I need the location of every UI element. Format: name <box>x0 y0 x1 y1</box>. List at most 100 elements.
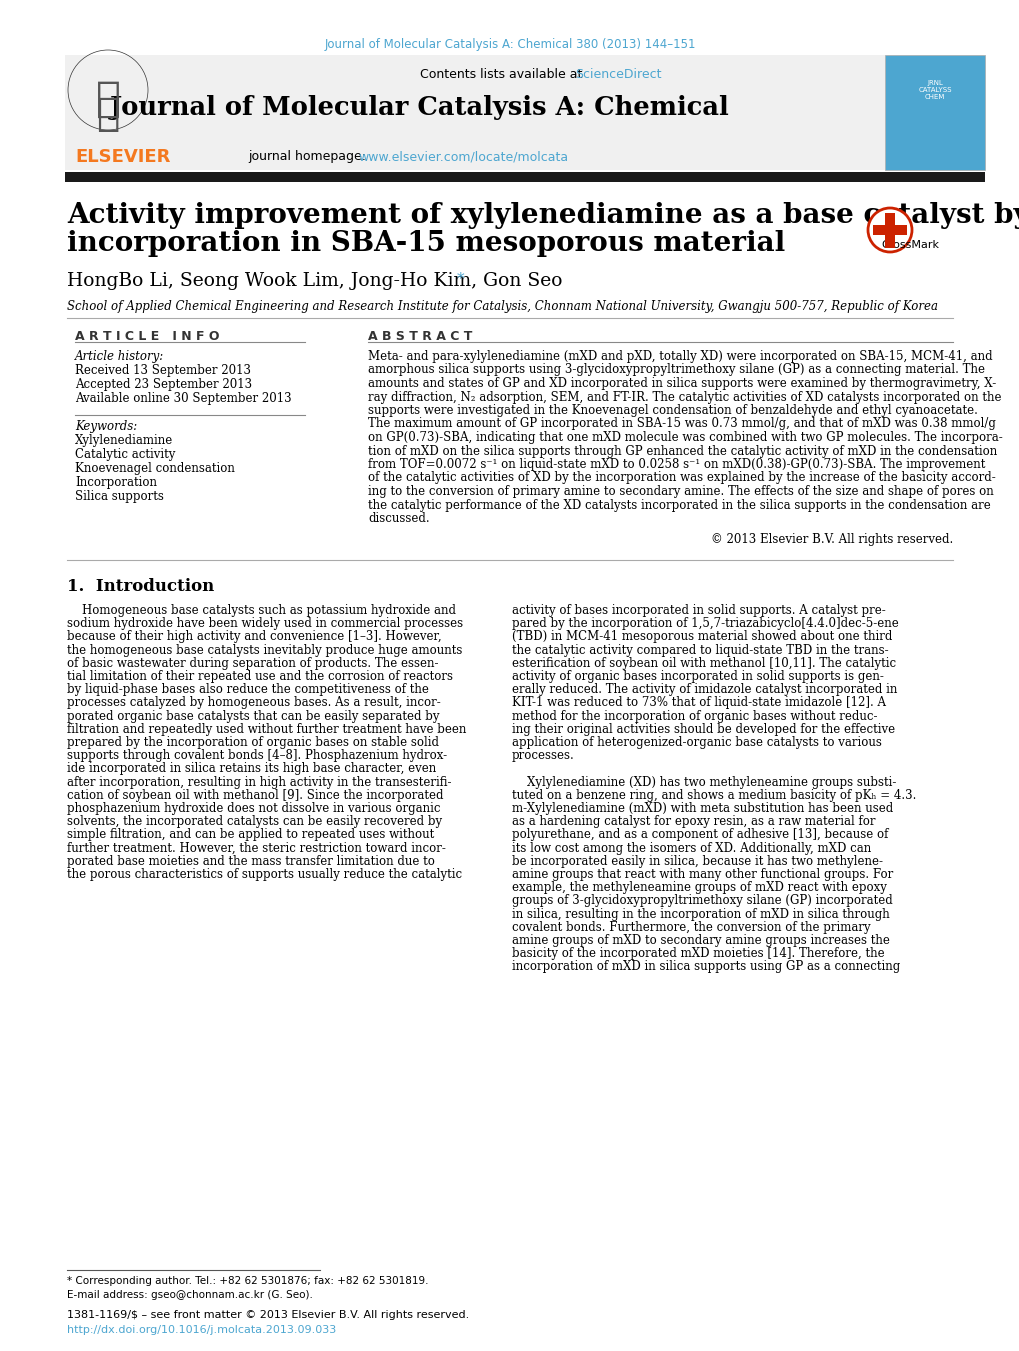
Text: Silica supports: Silica supports <box>75 490 164 503</box>
Text: incorporation in SBA-15 mesoporous material: incorporation in SBA-15 mesoporous mater… <box>67 230 785 257</box>
Text: activity of bases incorporated in solid supports. A catalyst pre-: activity of bases incorporated in solid … <box>512 604 884 617</box>
Bar <box>884 213 894 249</box>
Text: ScienceDirect: ScienceDirect <box>575 68 661 81</box>
Text: activity of organic bases incorporated in solid supports is gen-: activity of organic bases incorporated i… <box>512 670 883 684</box>
Text: JRNL
CATALYSS
CHEM: JRNL CATALYSS CHEM <box>917 80 951 100</box>
Bar <box>884 55 984 170</box>
Text: sodium hydroxide have been widely used in commercial processes: sodium hydroxide have been widely used i… <box>67 617 463 630</box>
Text: journal homepage:: journal homepage: <box>248 150 370 163</box>
Bar <box>65 172 984 182</box>
Text: Xylylenediamine (XD) has two methyleneamine groups substi-: Xylylenediamine (XD) has two methyleneam… <box>512 775 896 789</box>
Text: ray diffraction, N₂ adsorption, SEM, and FT-IR. The catalytic activities of XD c: ray diffraction, N₂ adsorption, SEM, and… <box>368 390 1001 404</box>
Text: 1.  Introduction: 1. Introduction <box>67 578 214 594</box>
Text: 🌳: 🌳 <box>96 95 119 132</box>
Text: prepared by the incorporation of organic bases on stable solid: prepared by the incorporation of organic… <box>67 736 438 748</box>
Text: Activity improvement of xylylenediamine as a base catalyst by: Activity improvement of xylylenediamine … <box>67 203 1019 230</box>
Text: erally reduced. The activity of imidazole catalyst incorporated in: erally reduced. The activity of imidazol… <box>512 684 897 696</box>
Text: by liquid-phase bases also reduce the competitiveness of the: by liquid-phase bases also reduce the co… <box>67 684 428 696</box>
Text: Keywords:: Keywords: <box>75 420 138 434</box>
Text: be incorporated easily in silica, because it has two methylene-: be incorporated easily in silica, becaus… <box>512 855 882 867</box>
Text: tuted on a benzene ring, and shows a medium basicity of pKₕ = 4.3.: tuted on a benzene ring, and shows a med… <box>512 789 915 801</box>
Text: Article history:: Article history: <box>75 350 164 363</box>
Text: porated base moieties and the mass transfer limitation due to: porated base moieties and the mass trans… <box>67 855 434 867</box>
Text: esteriﬁcation of soybean oil with methanol [10,11]. The catalytic: esteriﬁcation of soybean oil with methan… <box>512 657 896 670</box>
Bar <box>872 226 906 235</box>
Text: Contents lists available at: Contents lists available at <box>420 68 586 81</box>
Text: CrossMark: CrossMark <box>880 240 938 250</box>
Text: of the catalytic activities of XD by the incorporation was explained by the incr: of the catalytic activities of XD by the… <box>368 471 995 485</box>
Text: www.elsevier.com/locate/molcata: www.elsevier.com/locate/molcata <box>358 150 568 163</box>
Text: *: * <box>457 272 465 286</box>
Text: Knoevenagel condensation: Knoevenagel condensation <box>75 462 234 476</box>
Text: pared by the incorporation of 1,5,7-triazabicyclo[4.4.0]dec-5-ene: pared by the incorporation of 1,5,7-tria… <box>512 617 898 630</box>
Text: ide incorporated in silica retains its high base character, even: ide incorporated in silica retains its h… <box>67 762 436 775</box>
Text: as a hardening catalyst for epoxy resin, as a raw material for: as a hardening catalyst for epoxy resin,… <box>512 815 874 828</box>
Text: A B S T R A C T: A B S T R A C T <box>368 330 472 343</box>
Text: The maximum amount of GP incorporated in SBA-15 was 0.73 mmol/g, and that of mXD: The maximum amount of GP incorporated in… <box>368 417 995 431</box>
Text: of basic wastewater during separation of products. The essen-: of basic wastewater during separation of… <box>67 657 438 670</box>
Text: discussed.: discussed. <box>368 512 429 526</box>
Text: basicity of the incorporated mXD moieties [14]. Therefore, the: basicity of the incorporated mXD moietie… <box>512 947 883 961</box>
Text: KIT-1 was reduced to 73% that of liquid-state imidazole [12]. A: KIT-1 was reduced to 73% that of liquid-… <box>512 696 886 709</box>
Text: covalent bonds. Furthermore, the conversion of the primary: covalent bonds. Furthermore, the convers… <box>512 921 870 934</box>
Text: after incorporation, resulting in high activity in the transesteriﬁ-: after incorporation, resulting in high a… <box>67 775 451 789</box>
Text: processes.: processes. <box>512 750 574 762</box>
Text: from TOF=0.0072 s⁻¹ on liquid-state mXD to 0.0258 s⁻¹ on mXD(0.38)-GP(0.73)-SBA.: from TOF=0.0072 s⁻¹ on liquid-state mXD … <box>368 458 984 471</box>
Text: supports were investigated in the Knoevenagel condensation of benzaldehyde and e: supports were investigated in the Knoeve… <box>368 404 977 417</box>
Text: Journal of Molecular Catalysis A: Chemical: Journal of Molecular Catalysis A: Chemic… <box>110 95 730 120</box>
Text: simple ﬁltration, and can be applied to repeated uses without: simple ﬁltration, and can be applied to … <box>67 828 434 842</box>
Text: © 2013 Elsevier B.V. All rights reserved.: © 2013 Elsevier B.V. All rights reserved… <box>710 534 952 547</box>
Text: Xylylenediamine: Xylylenediamine <box>75 434 173 447</box>
Text: Meta- and para-xylylenediamine (mXD and pXD, totally XD) were incorporated on SB: Meta- and para-xylylenediamine (mXD and … <box>368 350 991 363</box>
Text: 🌿: 🌿 <box>96 78 120 120</box>
Bar <box>65 55 884 170</box>
Text: School of Applied Chemical Engineering and Research Institute for Catalysis, Cho: School of Applied Chemical Engineering a… <box>67 300 937 313</box>
Text: polyurethane, and as a component of adhesive [13], because of: polyurethane, and as a component of adhe… <box>512 828 888 842</box>
Text: application of heterogenized-organic base catalysts to various: application of heterogenized-organic bas… <box>512 736 881 748</box>
Text: amine groups that react with many other functional groups. For: amine groups that react with many other … <box>512 867 893 881</box>
Text: cation of soybean oil with methanol [9]. Since the incorporated: cation of soybean oil with methanol [9].… <box>67 789 443 801</box>
Text: further treatment. However, the steric restriction toward incor-: further treatment. However, the steric r… <box>67 842 445 855</box>
Text: the catalytic performance of the XD catalysts incorporated in the silica support: the catalytic performance of the XD cata… <box>368 499 989 512</box>
Text: Incorporation: Incorporation <box>75 476 157 489</box>
Text: amine groups of mXD to secondary amine groups increases the: amine groups of mXD to secondary amine g… <box>512 934 889 947</box>
Text: porated organic base catalysts that can be easily separated by: porated organic base catalysts that can … <box>67 709 439 723</box>
Text: 1381-1169/$ – see front matter © 2013 Elsevier B.V. All rights reserved.: 1381-1169/$ – see front matter © 2013 El… <box>67 1310 469 1320</box>
Text: Catalytic activity: Catalytic activity <box>75 449 175 461</box>
Text: Journal of Molecular Catalysis A: Chemical 380 (2013) 144–151: Journal of Molecular Catalysis A: Chemic… <box>324 38 695 51</box>
Text: tion of mXD on the silica supports through GP enhanced the catalytic activity of: tion of mXD on the silica supports throu… <box>368 444 997 458</box>
Text: Accepted 23 September 2013: Accepted 23 September 2013 <box>75 378 252 390</box>
Text: amounts and states of GP and XD incorporated in silica supports were examined by: amounts and states of GP and XD incorpor… <box>368 377 996 390</box>
Text: A R T I C L E   I N F O: A R T I C L E I N F O <box>75 330 219 343</box>
Text: amorphous silica supports using 3-glycidoxypropyltrimethoxy silane (GP) as a con: amorphous silica supports using 3-glycid… <box>368 363 984 377</box>
Text: (TBD) in MCM-41 mesoporous material showed about one third: (TBD) in MCM-41 mesoporous material show… <box>512 631 892 643</box>
Text: on GP(0.73)-SBA, indicating that one mXD molecule was combined with two GP molec: on GP(0.73)-SBA, indicating that one mXD… <box>368 431 1002 444</box>
Text: groups of 3-glycidoxypropyltrimethoxy silane (GP) incorporated: groups of 3-glycidoxypropyltrimethoxy si… <box>512 894 892 908</box>
Text: ing their original activities should be developed for the effective: ing their original activities should be … <box>512 723 895 736</box>
Text: tial limitation of their repeated use and the corrosion of reactors: tial limitation of their repeated use an… <box>67 670 452 684</box>
Text: the porous characteristics of supports usually reduce the catalytic: the porous characteristics of supports u… <box>67 867 462 881</box>
Text: the catalytic activity compared to liquid-state TBD in the trans-: the catalytic activity compared to liqui… <box>512 643 888 657</box>
Text: Homogeneous base catalysts such as potassium hydroxide and: Homogeneous base catalysts such as potas… <box>67 604 455 617</box>
Text: method for the incorporation of organic bases without reduc-: method for the incorporation of organic … <box>512 709 876 723</box>
Text: the homogeneous base catalysts inevitably produce huge amounts: the homogeneous base catalysts inevitabl… <box>67 643 462 657</box>
Text: solvents, the incorporated catalysts can be easily recovered by: solvents, the incorporated catalysts can… <box>67 815 441 828</box>
Text: supports through covalent bonds [4–8]. Phosphazenium hydrox-: supports through covalent bonds [4–8]. P… <box>67 750 446 762</box>
Text: phosphazenium hydroxide does not dissolve in various organic: phosphazenium hydroxide does not dissolv… <box>67 802 440 815</box>
Text: * Corresponding author. Tel.: +82 62 5301876; fax: +82 62 5301819.: * Corresponding author. Tel.: +82 62 530… <box>67 1275 428 1286</box>
Text: m-Xylylenediamine (mXD) with meta substitution has been used: m-Xylylenediamine (mXD) with meta substi… <box>512 802 893 815</box>
Text: its low cost among the isomers of XD. Additionally, mXD can: its low cost among the isomers of XD. Ad… <box>512 842 870 855</box>
Text: because of their high activity and convenience [1–3]. However,: because of their high activity and conve… <box>67 631 441 643</box>
Text: ing to the conversion of primary amine to secondary amine. The effects of the si: ing to the conversion of primary amine t… <box>368 485 993 499</box>
Circle shape <box>867 208 911 253</box>
Text: E-mail address: gseo@chonnam.ac.kr (G. Seo).: E-mail address: gseo@chonnam.ac.kr (G. S… <box>67 1290 313 1300</box>
Text: in silica, resulting in the incorporation of mXD in silica through: in silica, resulting in the incorporatio… <box>512 908 889 920</box>
Text: http://dx.doi.org/10.1016/j.molcata.2013.09.033: http://dx.doi.org/10.1016/j.molcata.2013… <box>67 1325 336 1335</box>
Text: processes catalyzed by homogeneous bases. As a result, incor-: processes catalyzed by homogeneous bases… <box>67 696 440 709</box>
Text: filtration and repeatedly used without further treatment have been: filtration and repeatedly used without f… <box>67 723 466 736</box>
Text: Available online 30 September 2013: Available online 30 September 2013 <box>75 392 291 405</box>
Text: HongBo Li, Seong Wook Lim, Jong-Ho Kim, Gon Seo: HongBo Li, Seong Wook Lim, Jong-Ho Kim, … <box>67 272 561 290</box>
Text: Received 13 September 2013: Received 13 September 2013 <box>75 363 251 377</box>
Text: example, the methyleneamine groups of mXD react with epoxy: example, the methyleneamine groups of mX… <box>512 881 886 894</box>
Text: ELSEVIER: ELSEVIER <box>75 149 170 166</box>
